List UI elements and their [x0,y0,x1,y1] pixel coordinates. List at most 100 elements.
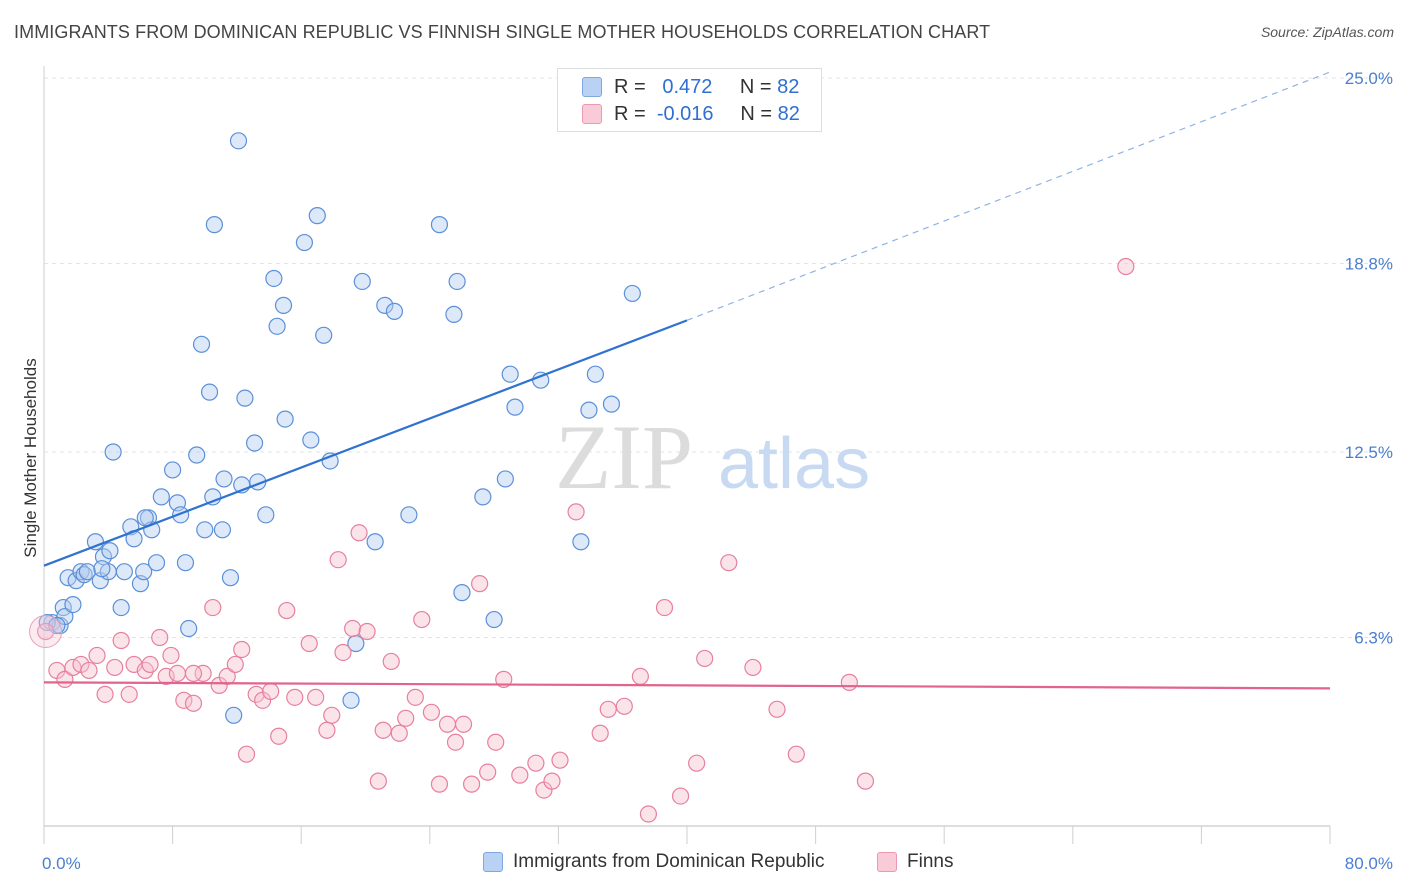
legend-row-dominican: R = 0.472 N = 82 [582,74,799,100]
data-point-finns [720,554,738,572]
data-point-finns [599,700,617,718]
data-point-finns [88,646,106,665]
legend-n-label: N = [739,75,772,98]
data-point-dominican [205,216,223,234]
series-legend-item-finns: Finns [877,851,953,873]
data-point-finns [141,655,159,674]
data-point-dominican [136,509,154,527]
data-point-dominican [164,461,182,479]
data-point-dominican [86,533,105,551]
data-point-dominican [112,598,130,617]
legend-r-label: R = [614,75,646,98]
data-point-finns [696,649,714,668]
data-point-dominican [225,706,243,724]
trend-lines [43,71,1331,690]
data-point-dominican [229,132,248,150]
data-point-finns [184,664,203,683]
data-point-finns [591,724,609,742]
data-point-dominican [257,506,275,524]
series-legend-label: Immigrants from Dominican Republic [513,851,825,872]
data-point-dominican [453,584,471,602]
data-point-finns [237,745,256,763]
data-point-finns [262,682,280,700]
data-point-dominican [295,233,314,252]
data-point-dominican [200,383,219,401]
data-point-finns [334,643,352,662]
data-point-finns [300,634,318,653]
data-point-dominican [135,563,153,581]
data-point-dominican [176,554,195,572]
legend-n-value: 82 [777,102,800,125]
data-point-finns [323,706,341,724]
data-point-finns [286,688,304,706]
data-point-finns [671,787,690,805]
data-point-finns [184,694,203,712]
data-point-dominican [172,506,190,524]
data-point-finns [80,661,98,680]
data-point-finns [344,619,362,638]
data-point-finns [382,652,400,671]
data-point-dominican [430,216,449,234]
data-point-dominican [215,470,233,488]
data-point-finns [639,805,658,823]
grid-lines [44,77,1390,639]
data-point-finns-large [29,615,63,649]
data-point-finns [511,766,529,784]
data-point-dominican [385,302,404,320]
data-point-dominican [236,389,254,407]
data-point-dominican [265,269,283,288]
data-point-dominican [572,533,590,551]
data-point-finns [615,697,633,715]
data-point-finns [106,658,124,677]
x-tick-label: 0.0% [42,854,81,873]
data-point-dominican [104,443,122,461]
data-point-dominican [78,563,97,581]
data-point-finns [270,727,288,745]
data-point-finns [151,628,169,647]
data-point-finns [543,772,561,790]
data-point-dominican [506,398,524,416]
data-point-finns [487,733,505,751]
data-point-dominican [501,365,519,383]
data-point-finns [744,658,762,677]
data-point-finns [168,664,187,683]
data-point-finns [438,715,457,733]
data-point-finns [194,664,212,683]
data-point-finns [422,703,441,721]
legend-swatch-blue [582,77,602,97]
y-tick-label: 6.3% [1354,629,1393,648]
data-point-finns [688,754,706,772]
trend-line-dominican-extension [686,71,1331,321]
data-point-finns [96,685,114,703]
data-point-finns [157,667,175,686]
correlation-legend: R = 0.472 N = 82 R = -0.016 N = 82 [557,68,822,132]
x-tick-label: 80.0% [1345,854,1393,873]
data-point-dominican [188,446,206,464]
chart-title: IMMIGRANTS FROM DOMINICAN REPUBLIC VS FI… [14,22,991,42]
data-point-finns [226,655,244,674]
data-point-dominican [353,272,371,291]
data-point-finns [329,551,347,569]
data-point-finns [247,685,265,703]
data-point-dominican [342,691,360,709]
data-point-finns [112,631,130,650]
data-point-dominican [72,563,90,581]
trend-line-finns [43,681,1331,690]
data-point-finns [175,691,193,709]
legend-n-value: 82 [777,75,800,98]
data-point-dominican [180,619,198,638]
data-point-dominican [586,365,604,383]
series-legend-item-dominican: Immigrants from Dominican Republic [483,851,825,873]
data-point-finns [374,721,392,739]
series-legend-swatch-blue [483,852,503,872]
data-point-finns [446,733,465,751]
data-point-finns [655,598,674,617]
data-point-dominican [474,488,492,506]
data-point-finns [840,673,858,691]
data-point-dominican [268,317,286,335]
data-point-finns [551,751,569,769]
data-point-dominican [221,569,240,587]
data-point-dominican [366,533,384,551]
legend-n-label: N = [740,102,773,125]
